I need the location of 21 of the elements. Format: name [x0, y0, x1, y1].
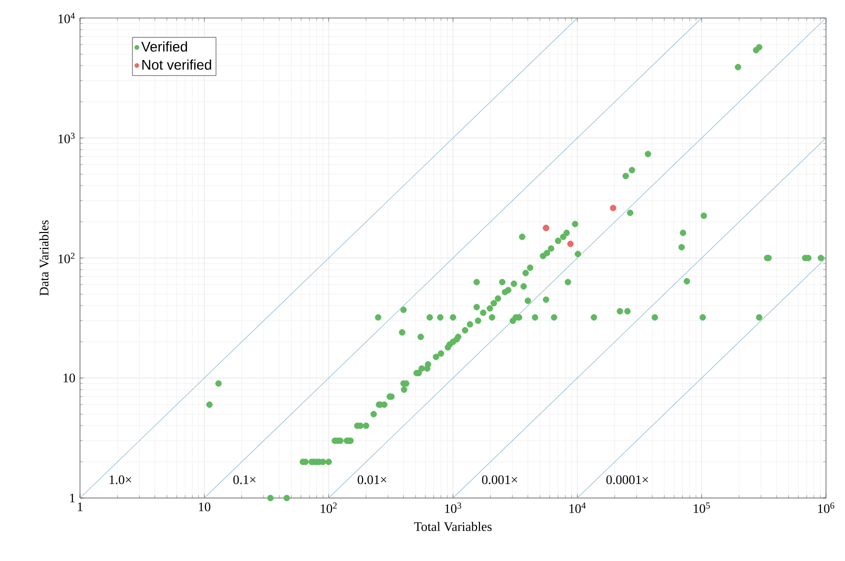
x-tick-label: 10$^{3}$ [445, 502, 462, 514]
x-tick-label: 10$^{2}$ [320, 502, 337, 514]
annotation: 0.0001× [606, 475, 648, 484]
y-tick-label: 10$^{2}$ [58, 252, 74, 264]
y-tick-label: 1 [70, 494, 75, 502]
annotation: 1.0× [110, 475, 132, 484]
y-tick-label: 10 [64, 374, 75, 382]
y-tick-label: 10$^{3}$ [58, 132, 75, 144]
annotation: 0.001× [482, 475, 518, 484]
x-axis-title: Total Variables [414, 522, 492, 532]
annotation: 0.1× [233, 475, 256, 484]
x-tick-label: 10 [198, 502, 210, 512]
y-axis-title: Data Variables [39, 220, 49, 296]
y-tick-label: 10$^{4}$ [58, 12, 75, 24]
legend-label: Verified [141, 41, 188, 52]
x-tick-label: 10$^{4}$ [569, 502, 586, 513]
x-tick-label: 10$^{6}$ [818, 502, 834, 514]
annotation: 0.01× [358, 475, 386, 484]
x-tick-label: 10$^{5}$ [694, 502, 710, 513]
legend-label: Not verified [142, 59, 212, 70]
x-tick-label: 1 [78, 502, 82, 512]
